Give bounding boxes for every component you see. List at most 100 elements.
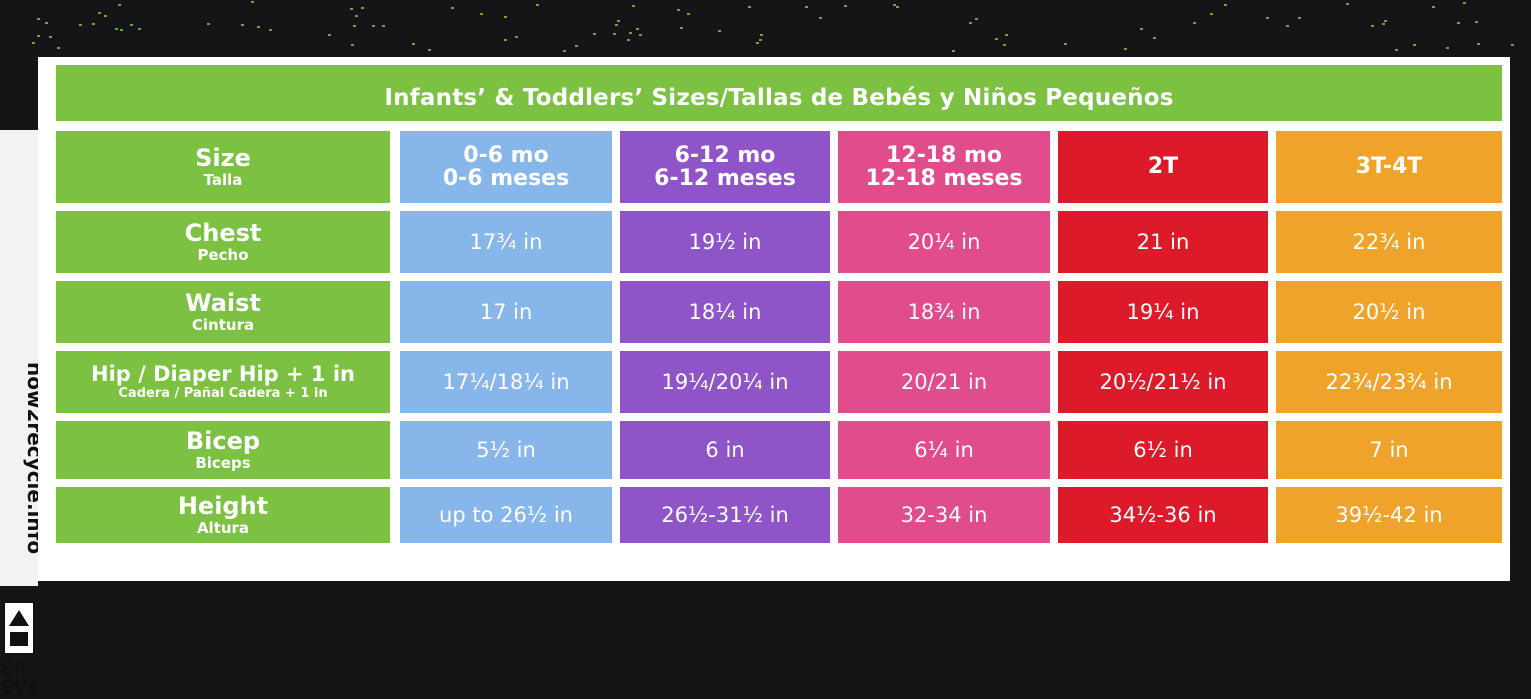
row-label-hip: Hip / Diaper Hip + 1 in Cadera / Pañal C… (56, 351, 390, 413)
cutoff-text-2: EVE (0, 677, 41, 699)
table-cell: 6½ in (1058, 421, 1268, 479)
table-cell: up to 26½ in (400, 487, 612, 543)
cell-value: 17¾ in (469, 229, 543, 254)
header-col-line2: 12-18 meses (865, 166, 1023, 191)
background-speck (1463, 1, 1467, 4)
background-speck (805, 6, 809, 8)
background-speck (37, 35, 41, 38)
background-speck (137, 27, 141, 30)
cell-value: 6½ in (1133, 437, 1193, 462)
background-speck (257, 26, 261, 29)
background-speck (353, 24, 357, 27)
cell-value: 21 in (1136, 229, 1190, 254)
cell-value: 34½-36 in (1109, 502, 1217, 527)
background-speck (893, 4, 897, 7)
table-cell: 22¾/23¾ in (1276, 351, 1502, 413)
cell-value: 22¾ in (1352, 229, 1426, 254)
cell-value: 18¾ in (907, 299, 981, 324)
background-speck (1266, 17, 1270, 20)
table-cell: 19¼/20¼ in (620, 351, 830, 413)
background-speck (382, 25, 386, 28)
header-col-line1: 0-6 mo (463, 142, 549, 168)
header-col-line1: 6-12 mo (674, 142, 776, 168)
table-cell: 21 in (1058, 211, 1268, 273)
background-speck (32, 41, 36, 44)
header-col-12-18mo: 12-18 mo 12-18 meses (838, 131, 1050, 203)
cell-value: 17 in (479, 299, 533, 324)
background-speck (504, 15, 508, 18)
table-cell: 20¼ in (838, 211, 1050, 273)
row-label-main: Chest (184, 218, 262, 247)
background-speck (612, 32, 616, 35)
background-speck (758, 39, 762, 42)
table-cell: 6 in (620, 421, 830, 479)
background-speck (97, 11, 101, 14)
background-speck (48, 36, 52, 39)
background-speck (677, 9, 681, 12)
background-speck (536, 3, 540, 6)
background-speck (615, 23, 619, 26)
background-speck (756, 41, 760, 44)
header-label-main: Size (195, 143, 251, 172)
cell-value: 19½ in (688, 229, 762, 254)
background-speck (1139, 27, 1143, 30)
table-cell: 34½-36 in (1058, 487, 1268, 543)
background-speck (617, 19, 621, 22)
row-label-main: Height (177, 491, 269, 520)
table-cell: 5½ in (400, 421, 612, 479)
background-speck (1124, 47, 1128, 50)
cell-value: 22¾/23¾ in (1325, 369, 1453, 394)
background-speck (1382, 22, 1386, 25)
background-speck (503, 38, 507, 41)
header-col-3t-4t: 3T-4T (1276, 131, 1502, 203)
background-speck (1064, 43, 1068, 46)
table-cell: 7 in (1276, 421, 1502, 479)
background-speck (1209, 13, 1213, 16)
background-speck (250, 0, 254, 3)
row-label-main: Waist (185, 288, 261, 317)
table-cell: 19½ in (620, 211, 830, 273)
cell-value: 19¼/20¼ in (661, 369, 789, 394)
background-speck (372, 25, 376, 28)
cell-value: 20¼ in (907, 229, 981, 254)
background-speck (350, 8, 354, 11)
background-speck (328, 34, 332, 37)
header-col-0-6mo: 0-6 mo 0-6 meses (400, 131, 612, 203)
cell-value: 26½-31½ in (661, 502, 789, 527)
row-label-main: Hip / Diaper Hip + 1 in (91, 362, 355, 387)
cutoff-text-1: ER (0, 658, 28, 680)
background-speck (1002, 44, 1006, 47)
background-speck (747, 5, 751, 8)
background-speck (1395, 49, 1399, 52)
cell-value: 18¼ in (688, 299, 762, 324)
cell-value: 17¼/18¼ in (442, 369, 570, 394)
row-label-main: Bicep (185, 426, 261, 455)
header-col-line2: 0-6 meses (442, 166, 570, 191)
background-speck (1153, 36, 1157, 39)
background-speck (57, 47, 61, 50)
cell-value: 19¼ in (1126, 299, 1200, 324)
cell-value: up to 26½ in (439, 502, 573, 527)
background-speck (968, 22, 972, 24)
cell-value: 20½/21½ in (1099, 369, 1227, 394)
table-cell: 6¼ in (838, 421, 1050, 479)
background-speck (1412, 44, 1416, 47)
background-speck (1285, 24, 1289, 27)
background-speck (1370, 24, 1374, 27)
background-speck (207, 22, 211, 25)
background-speck (1476, 43, 1480, 46)
table-cell: 20½ in (1276, 281, 1502, 343)
background-speck (1297, 16, 1301, 19)
background-speck (480, 12, 484, 15)
row-label-waist: Waist Cintura (56, 281, 390, 343)
background-speck (687, 13, 691, 16)
background-speck (36, 17, 40, 20)
background-speck (1345, 2, 1349, 5)
background-speck (412, 42, 416, 45)
row-label-sub: Biceps (195, 453, 251, 472)
background-speck (1510, 43, 1514, 46)
header-col-line1: 3T-4T (1355, 154, 1423, 180)
header-col-6-12mo: 6-12 mo 6-12 meses (620, 131, 830, 203)
row-label-sub: Pecho (197, 245, 249, 264)
background-speck (1224, 4, 1227, 7)
